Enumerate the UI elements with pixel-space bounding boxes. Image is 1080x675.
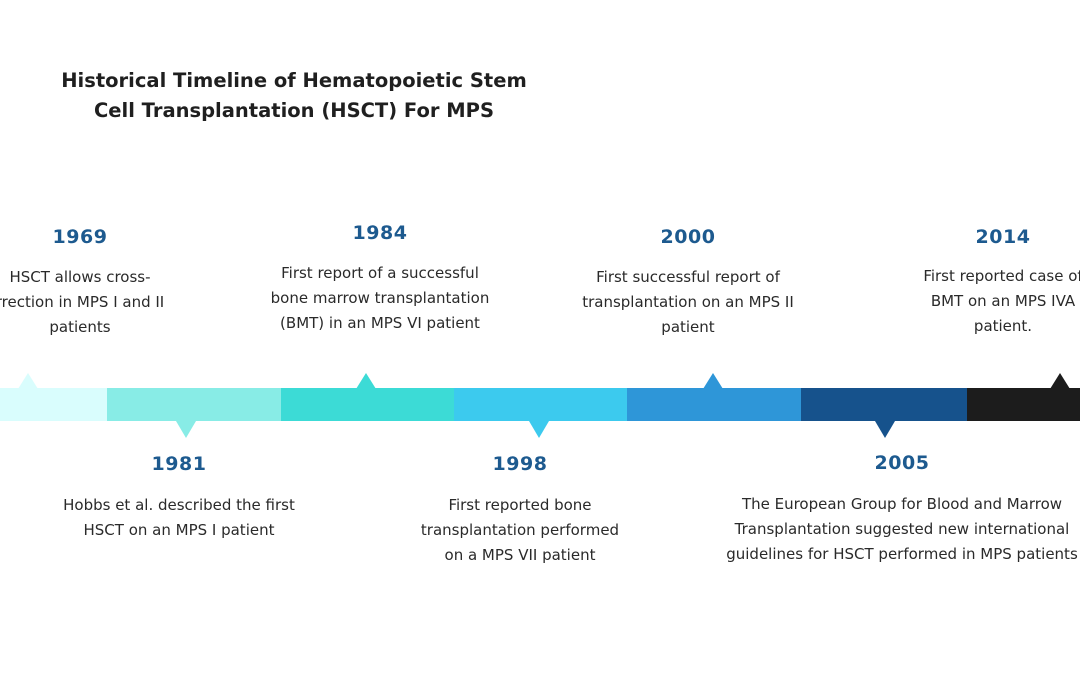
- event-description: First report of a successful bone marrow…: [230, 261, 530, 336]
- description-line: BMT on an MPS IVA: [930, 292, 1076, 310]
- timeline-segment: [627, 388, 801, 421]
- description-line: bone marrow transplantation: [270, 289, 490, 307]
- timeline-segment: [107, 388, 281, 421]
- event-description: First reported case of BMT on an MPS IVA…: [903, 264, 1080, 339]
- marker-1984: [356, 373, 376, 389]
- timeline-segment: [281, 388, 454, 421]
- description-line: patients: [49, 318, 111, 336]
- description-line: First reported case of: [923, 267, 1080, 285]
- event-year: 1984: [352, 222, 408, 244]
- event-description: Hobbs et al. described the first HSCT on…: [29, 493, 329, 543]
- description-line: transplantation on an MPS II: [582, 293, 794, 311]
- description-line: HSCT on an MPS I patient: [83, 521, 275, 539]
- timeline-segment: [801, 388, 967, 421]
- event-description: First reported bone transplantation perf…: [370, 493, 670, 568]
- description-line: First report of a successful: [281, 264, 479, 282]
- timeline-title: Historical Timeline of Hematopoietic Ste…: [44, 66, 544, 126]
- description-line: rrection in MPS I and II: [0, 293, 165, 311]
- description-line: HSCT allows cross-: [9, 268, 151, 286]
- timeline-segment: [0, 388, 107, 421]
- event-description: HSCT allows cross- rrection in MPS I and…: [0, 265, 220, 340]
- description-line: First successful report of: [596, 268, 780, 286]
- description-line: guidelines for HSCT performed in MPS pat…: [726, 545, 1078, 563]
- description-line: The European Group for Blood and Marrow: [741, 495, 1063, 513]
- description-line: Hobbs et al. described the first: [63, 496, 295, 514]
- event-year: 2005: [874, 452, 930, 474]
- event-2014: 2014 First reported case of BMT on an MP…: [903, 0, 1080, 675]
- marker-2000: [703, 373, 723, 389]
- timeline-segment: [454, 388, 627, 421]
- marker-1998: [529, 421, 549, 438]
- event-description: The European Group for Blood and Marrow …: [702, 492, 1080, 567]
- description-line: First reported bone: [448, 496, 592, 514]
- marker-2014: [1050, 373, 1070, 389]
- timeline-bar: [0, 388, 1080, 421]
- description-line: on a MPS VII patient: [444, 546, 596, 564]
- description-line: (BMT) in an MPS VI patient: [280, 314, 480, 332]
- event-1998: 1998 First reported bone transplantation…: [370, 0, 670, 675]
- description-line: patient.: [973, 317, 1033, 335]
- title-line-1: Historical Timeline of Hematopoietic Ste…: [61, 69, 527, 92]
- event-2000: 2000 First successful report of transpla…: [538, 0, 838, 675]
- marker-1969: [18, 373, 38, 389]
- event-year: 2000: [660, 226, 716, 248]
- marker-2005: [875, 421, 895, 438]
- timeline-segment: [967, 388, 1080, 421]
- event-year: 1998: [492, 453, 548, 475]
- title-line-2: Cell Transplantation (HSCT) For MPS: [93, 99, 495, 122]
- event-2005: 2005 The European Group for Blood and Ma…: [702, 0, 1080, 675]
- event-year: 2014: [975, 226, 1031, 248]
- marker-1981: [176, 421, 196, 438]
- description-line: Transplantation suggested new internatio…: [734, 520, 1070, 538]
- event-1984: 1984 First report of a successful bone m…: [230, 0, 530, 675]
- event-1969: 1969 HSCT allows cross- rrection in MPS …: [0, 0, 164, 675]
- description-line: patient: [661, 318, 715, 336]
- event-1981: 1981 Hobbs et al. described the first HS…: [29, 0, 329, 675]
- event-description: First successful report of transplantati…: [538, 265, 838, 340]
- description-line: transplantation performed: [420, 521, 620, 539]
- event-year: 1981: [151, 453, 207, 475]
- event-year: 1969: [52, 226, 108, 248]
